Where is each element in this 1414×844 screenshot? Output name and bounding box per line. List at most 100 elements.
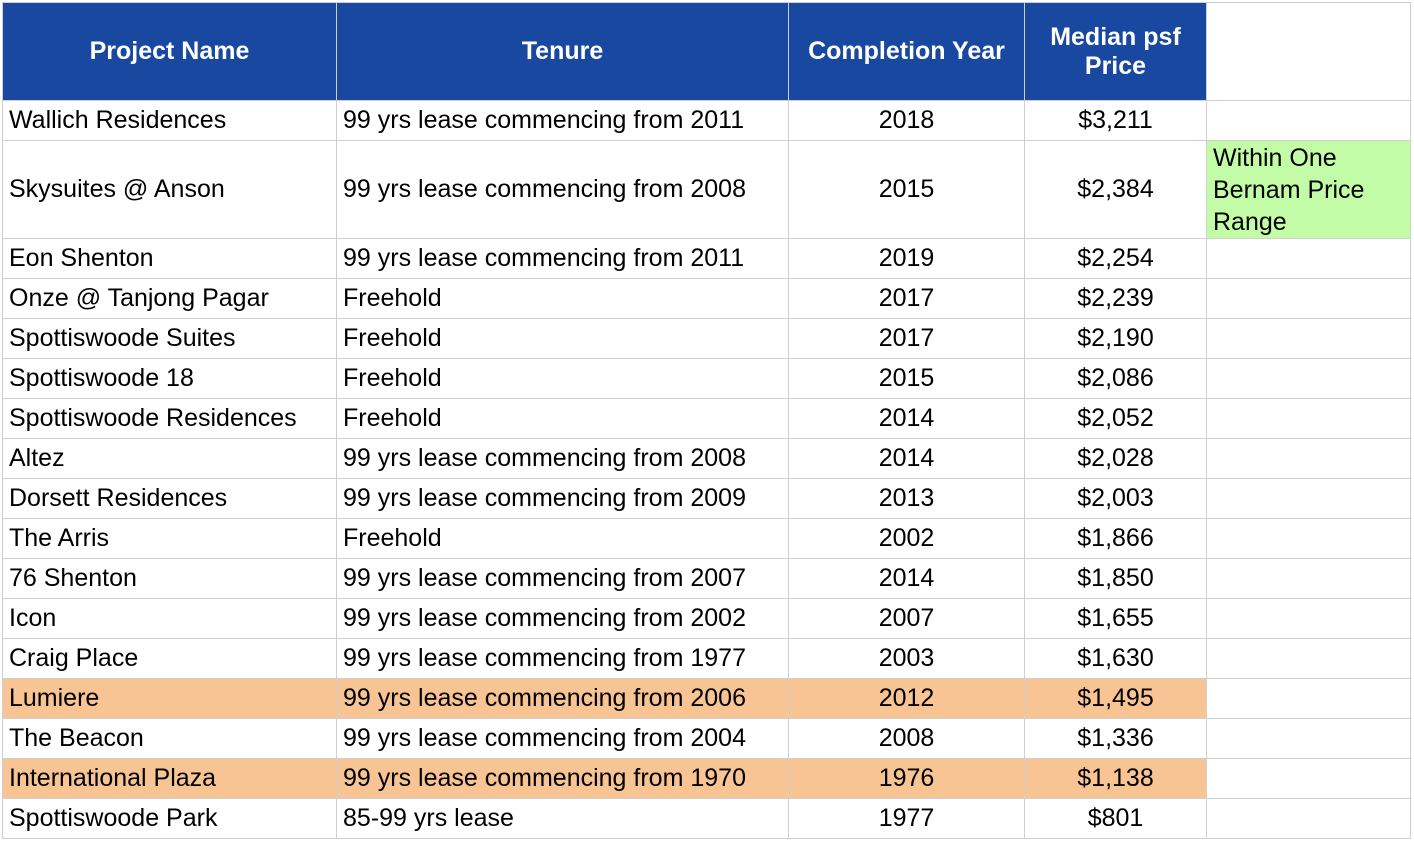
header-completion-year[interactable]: Completion Year (788, 2, 1025, 101)
header-project-name[interactable]: Project Name (2, 2, 337, 101)
cell-completion-year[interactable]: 2014 (788, 398, 1025, 439)
cell-project-name[interactable]: Spottiswoode 18 (2, 358, 337, 399)
cell-tenure[interactable]: 99 yrs lease commencing from 2006 (336, 678, 789, 719)
cell-project-name[interactable]: Onze @ Tanjong Pagar (2, 278, 337, 319)
cell-completion-year[interactable]: 2019 (788, 238, 1025, 279)
cell-median-psf-price[interactable]: $1,495 (1024, 678, 1207, 719)
cell-completion-year[interactable]: 2017 (788, 278, 1025, 319)
cell-project-name[interactable]: International Plaza (2, 758, 337, 799)
cell-completion-year[interactable]: 2015 (788, 358, 1025, 399)
cell-tenure[interactable]: 99 yrs lease commencing from 2011 (336, 238, 789, 279)
empty-cell[interactable] (1206, 358, 1411, 399)
cell-tenure[interactable]: Freehold (336, 358, 789, 399)
table-row: Lumiere 99 yrs lease commencing from 2006… (2, 678, 1411, 719)
empty-cell[interactable] (1206, 558, 1411, 599)
cell-completion-year[interactable]: 2003 (788, 638, 1025, 679)
header-empty-cell[interactable] (1206, 2, 1411, 101)
cell-completion-year[interactable]: 2002 (788, 518, 1025, 559)
cell-project-name[interactable]: The Arris (2, 518, 337, 559)
cell-tenure[interactable]: 99 yrs lease commencing from 2009 (336, 478, 789, 519)
table-row: Skysuites @ Anson 99 yrs lease commencing… (2, 140, 1411, 239)
cell-median-psf-price[interactable]: $2,254 (1024, 238, 1207, 279)
cell-completion-year[interactable]: 2013 (788, 478, 1025, 519)
cell-median-psf-price[interactable]: $2,086 (1024, 358, 1207, 399)
cell-median-psf-price[interactable]: $2,052 (1024, 398, 1207, 439)
empty-cell[interactable] (1206, 438, 1411, 479)
cell-completion-year[interactable]: 2012 (788, 678, 1025, 719)
cell-median-psf-price[interactable]: $1,138 (1024, 758, 1207, 799)
table-row: The Beacon 99 yrs lease commencing from 2… (2, 718, 1411, 759)
empty-cell[interactable] (1206, 100, 1411, 141)
cell-tenure[interactable]: 99 yrs lease commencing from 2002 (336, 598, 789, 639)
cell-project-name[interactable]: The Beacon (2, 718, 337, 759)
cell-project-name[interactable]: Wallich Residences (2, 100, 337, 141)
table-body: Wallich Residences 99 yrs lease commencin… (2, 100, 1411, 839)
cell-median-psf-price[interactable]: $1,655 (1024, 598, 1207, 639)
cell-tenure[interactable]: 85-99 yrs lease (336, 798, 789, 839)
empty-cell[interactable] (1206, 278, 1411, 319)
table-row: Wallich Residences 99 yrs lease commencin… (2, 100, 1411, 141)
cell-project-name[interactable]: Skysuites @ Anson (2, 140, 337, 239)
empty-cell[interactable] (1206, 478, 1411, 519)
empty-cell[interactable] (1206, 518, 1411, 559)
empty-cell[interactable] (1206, 318, 1411, 359)
cell-tenure[interactable]: Freehold (336, 518, 789, 559)
price-range-note[interactable]: Within One Bernam Price Range (1206, 140, 1411, 239)
empty-cell[interactable] (1206, 638, 1411, 679)
cell-median-psf-price[interactable]: $801 (1024, 798, 1207, 839)
cell-median-psf-price[interactable]: $3,211 (1024, 100, 1207, 141)
empty-cell[interactable] (1206, 798, 1411, 839)
cell-project-name[interactable]: Dorsett Residences (2, 478, 337, 519)
cell-project-name[interactable]: 76 Shenton (2, 558, 337, 599)
cell-tenure[interactable]: 99 yrs lease commencing from 2007 (336, 558, 789, 599)
cell-median-psf-price[interactable]: $2,384 (1024, 140, 1207, 239)
cell-tenure[interactable]: 99 yrs lease commencing from 1970 (336, 758, 789, 799)
cell-project-name[interactable]: Craig Place (2, 638, 337, 679)
cell-project-name[interactable]: Spottiswoode Park (2, 798, 337, 839)
cell-project-name[interactable]: Eon Shenton (2, 238, 337, 279)
cell-median-psf-price[interactable]: $2,028 (1024, 438, 1207, 479)
cell-tenure[interactable]: Freehold (336, 318, 789, 359)
cell-completion-year[interactable]: 1977 (788, 798, 1025, 839)
cell-tenure[interactable]: 99 yrs lease commencing from 2008 (336, 438, 789, 479)
cell-median-psf-price[interactable]: $2,239 (1024, 278, 1207, 319)
cell-project-name[interactable]: Icon (2, 598, 337, 639)
empty-cell[interactable] (1206, 718, 1411, 759)
empty-cell[interactable] (1206, 598, 1411, 639)
cell-tenure[interactable]: 99 yrs lease commencing from 1977 (336, 638, 789, 679)
header-median-psf-price[interactable]: Median psf Price (1024, 2, 1207, 101)
empty-cell[interactable] (1206, 238, 1411, 279)
empty-cell[interactable] (1206, 758, 1411, 799)
cell-completion-year[interactable]: 2014 (788, 438, 1025, 479)
empty-cell[interactable] (1206, 678, 1411, 719)
header-row: Project Name Tenure Completion Year Medi… (2, 2, 1411, 101)
table-row: Spottiswoode 18 Freehold 2015 $2,086 (2, 358, 1411, 399)
cell-completion-year[interactable]: 2017 (788, 318, 1025, 359)
cell-median-psf-price[interactable]: $1,866 (1024, 518, 1207, 559)
cell-project-name[interactable]: Altez (2, 438, 337, 479)
header-tenure[interactable]: Tenure (336, 2, 789, 101)
cell-median-psf-price[interactable]: $1,630 (1024, 638, 1207, 679)
cell-tenure[interactable]: 99 yrs lease commencing from 2008 (336, 140, 789, 239)
cell-median-psf-price[interactable]: $1,336 (1024, 718, 1207, 759)
cell-completion-year[interactable]: 2015 (788, 140, 1025, 239)
table-row: Altez 99 yrs lease commencing from 2008 20… (2, 438, 1411, 479)
cell-completion-year[interactable]: 2008 (788, 718, 1025, 759)
cell-completion-year[interactable]: 2018 (788, 100, 1025, 141)
empty-cell[interactable] (1206, 398, 1411, 439)
cell-median-psf-price[interactable]: $1,850 (1024, 558, 1207, 599)
cell-tenure[interactable]: Freehold (336, 278, 789, 319)
cell-project-name[interactable]: Spottiswoode Residences (2, 398, 337, 439)
cell-tenure[interactable]: 99 yrs lease commencing from 2011 (336, 100, 789, 141)
cell-completion-year[interactable]: 2007 (788, 598, 1025, 639)
cell-project-name[interactable]: Lumiere (2, 678, 337, 719)
cell-project-name[interactable]: Spottiswoode Suites (2, 318, 337, 359)
table-row: Onze @ Tanjong Pagar Freehold 2017 $2,239 (2, 278, 1411, 319)
cell-median-psf-price[interactable]: $2,003 (1024, 478, 1207, 519)
cell-completion-year[interactable]: 1976 (788, 758, 1025, 799)
cell-median-psf-price[interactable]: $2,190 (1024, 318, 1207, 359)
table-row: Spottiswoode Residences Freehold 2014 $2,05… (2, 398, 1411, 439)
cell-completion-year[interactable]: 2014 (788, 558, 1025, 599)
cell-tenure[interactable]: Freehold (336, 398, 789, 439)
cell-tenure[interactable]: 99 yrs lease commencing from 2004 (336, 718, 789, 759)
